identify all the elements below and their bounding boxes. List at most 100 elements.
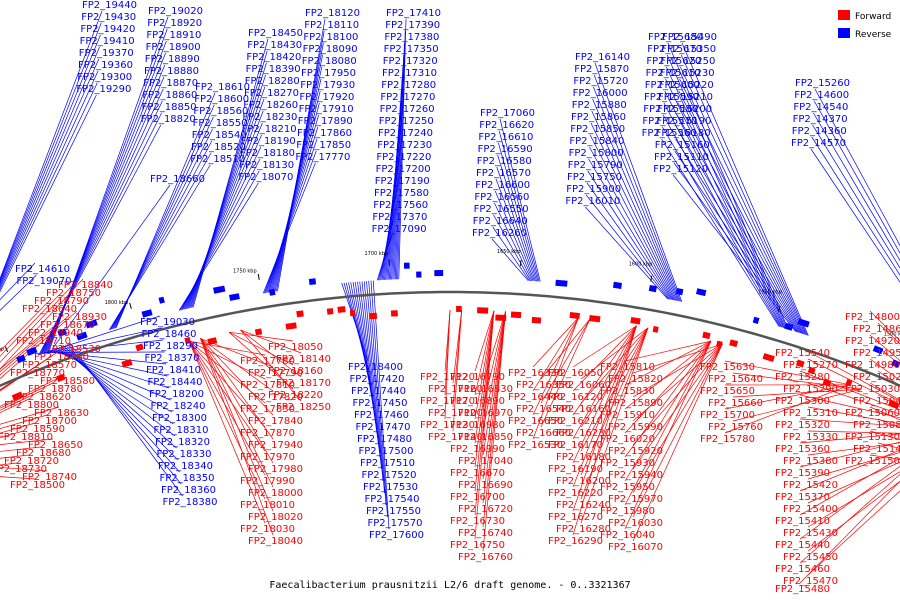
forward-leader-line: [474, 310, 495, 444]
forward-leader-line: [572, 325, 637, 368]
forward-gene-label: FP2_17820: [248, 392, 303, 403]
reverse-leader-line: [590, 122, 677, 301]
reverse-gene-label: FP2_17560: [373, 200, 428, 211]
reverse-gene-label: FP2_15200: [657, 104, 712, 115]
forward-gene-feature: [630, 317, 641, 325]
forward-gene-label: FP2_15420: [783, 480, 838, 491]
reverse-gene-feature: [76, 331, 88, 341]
reverse-gene-label: FP2_15110: [654, 152, 709, 163]
forward-gene-feature: [349, 309, 356, 317]
reverse-gene-label: FP2_18300: [152, 413, 207, 424]
reverse-gene-label: FP2_18280: [245, 76, 300, 87]
forward-gene-label: FP2_16280: [556, 524, 611, 535]
forward-gene-label: FP2_15990: [608, 422, 663, 433]
forward-leader-line: [474, 310, 495, 540]
tick-mark: [129, 302, 132, 309]
forward-leader-line: [632, 343, 723, 446]
forward-leader-line: [0, 334, 42, 370]
forward-gene-label: FP2_15940: [608, 470, 663, 481]
forward-gene-label: FP2_16170: [548, 440, 603, 451]
forward-leader-line: [807, 490, 900, 576]
reverse-gene-label: FP2_18130: [239, 160, 294, 171]
forward-leader-line: [188, 340, 266, 500]
reverse-leader-line: [497, 154, 538, 282]
forward-gene-label: FP2_18780: [28, 384, 83, 395]
forward-gene-label: FP2_18000: [248, 488, 303, 499]
reverse-gene-label: FP2_18270: [244, 88, 299, 99]
reverse-gene-label: FP2_18100: [303, 32, 358, 43]
forward-gene-label: FP2_17980: [248, 464, 303, 475]
reverse-gene-feature: [213, 285, 226, 294]
reverse-gene-label: FP2_15720: [573, 76, 628, 87]
reverse-leader-line: [499, 118, 541, 282]
tick-label: 1500 kbp: [884, 332, 900, 338]
tick-mark: [4, 346, 9, 353]
reverse-leader-line: [394, 54, 404, 280]
forward-leader-line: [869, 310, 900, 342]
reverse-leader-line: [681, 42, 809, 336]
legend-forward-swatch: [838, 10, 850, 20]
forward-gene-label: FP2_17840: [248, 416, 303, 427]
forward-gene-label: FP2_16700: [450, 492, 505, 503]
reverse-gene-label: FP2_15840: [569, 136, 624, 147]
reverse-gene-label: FP2_18520: [191, 142, 246, 153]
reverse-gene-label: FP2_17540: [365, 494, 420, 505]
forward-leader-line: [0, 422, 36, 434]
reverse-gene-label: FP2_19360: [78, 60, 133, 71]
forward-leader-line: [732, 388, 862, 398]
reverse-gene-label: FP2_18110: [304, 20, 359, 31]
reverse-leader-line: [592, 98, 679, 302]
reverse-gene-feature: [141, 309, 153, 318]
forward-gene-label: FP2_17970: [240, 452, 295, 463]
forward-leader-line: [869, 406, 900, 421]
reverse-leader-line: [268, 102, 320, 293]
forward-gene-label: FP2_17130: [420, 420, 475, 431]
forward-gene-label: FP2_18170: [276, 378, 331, 389]
forward-gene-label: FP2_18840: [58, 280, 113, 291]
reverse-gene-label: FP2_15870: [574, 64, 629, 75]
reverse-gene-label: FP2_19420: [80, 24, 135, 35]
tick-mark: [777, 305, 781, 312]
tick-label: 1700 kbp: [365, 251, 389, 257]
forward-gene-label: FP2_16670: [450, 468, 505, 479]
reverse-gene-feature: [57, 328, 68, 337]
reverse-gene-label: FP2_15160: [655, 140, 710, 151]
reverse-gene-label: FP2_16570: [476, 168, 531, 179]
forward-leader-line: [474, 310, 495, 372]
reverse-gene-label: FP2_19020: [148, 6, 203, 17]
reverse-leader-line: [676, 126, 801, 334]
forward-leader-line: [799, 473, 900, 564]
forward-leader-line: [580, 327, 649, 476]
reverse-gene-label: FP2_15610: [646, 68, 701, 79]
forward-gene-label: FP2_17160: [428, 384, 483, 395]
reverse-leader-line: [667, 42, 789, 330]
forward-leader-line: [799, 433, 900, 444]
reverse-gene-label: FP2_17380: [384, 32, 439, 43]
forward-gene-label: FP2_15440: [775, 540, 830, 551]
forward-leader-line: [0, 318, 66, 376]
reverse-gene-feature: [269, 288, 276, 296]
forward-leader-line: [807, 358, 900, 405]
forward-leader-line: [532, 317, 579, 392]
reverse-leader-line: [591, 110, 678, 301]
reverse-leader-line: [0, 94, 97, 293]
forward-gene-label: FP2_18930: [52, 312, 107, 323]
reverse-gene-feature: [555, 279, 568, 287]
forward-gene-label: FP2_17870: [240, 428, 295, 439]
reverse-leader-line: [589, 134, 676, 301]
forward-gene-label: FP2_16120: [548, 392, 603, 403]
reverse-gene-label: FP2_15900: [566, 184, 621, 195]
reverse-gene-label: FP2_18090: [303, 44, 358, 55]
reverse-gene-label: FP2_17440: [351, 386, 406, 397]
reverse-gene-label: FP2_16560: [474, 192, 529, 203]
forward-leader-line: [572, 325, 637, 488]
forward-leader-line: [188, 340, 266, 404]
reverse-leader-line: [376, 234, 392, 281]
forward-leader-line: [572, 325, 637, 440]
reverse-leader-line: [491, 238, 529, 281]
forward-gene-label: FP2_15970: [608, 494, 663, 505]
reverse-gene-label: FP2_17310: [382, 68, 437, 79]
forward-gene-label: FP2_15820: [608, 374, 663, 385]
forward-gene-label: FP2_15040: [853, 396, 900, 407]
reverse-gene-label: FP2_16010: [565, 196, 620, 207]
